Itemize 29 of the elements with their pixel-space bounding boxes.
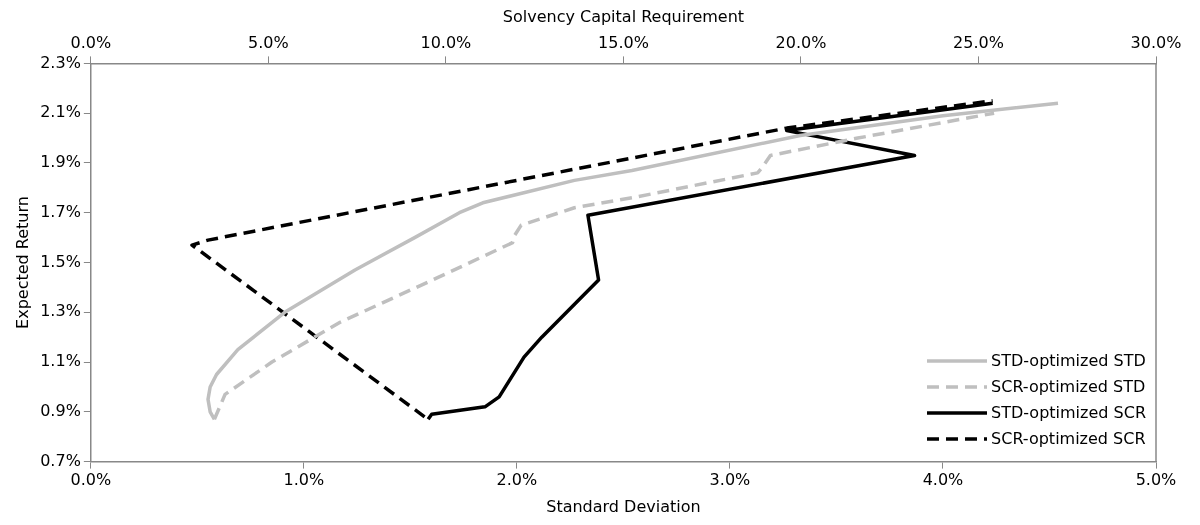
y-tick-label: 0.7%: [40, 450, 81, 470]
legend-label: SCR-optimized SCR: [991, 429, 1146, 449]
x2-tick-label: 20.0%: [775, 32, 827, 52]
x-tick-label: 5.0%: [1135, 470, 1177, 490]
x-tick-label: 4.0%: [922, 470, 964, 490]
y-tick-label: 2.1%: [40, 102, 81, 122]
y-axis-title: Expected Return: [12, 196, 32, 329]
y-tick-label: 0.9%: [40, 400, 81, 420]
legend-label: SCR-optimized STD: [991, 377, 1146, 397]
y-tick-label: 1.5%: [40, 251, 81, 271]
x2-axis-title: Solvency Capital Requirement: [502, 6, 745, 26]
x-tick-label: 0.0%: [70, 470, 112, 490]
y-tick-label: 1.3%: [40, 301, 81, 321]
legend-label: STD-optimized STD: [991, 351, 1146, 371]
x2-tick-label: 10.0%: [420, 32, 472, 52]
y-tick-label: 1.9%: [40, 152, 81, 172]
x2-tick-label: 5.0%: [248, 32, 289, 52]
x-tick-label: 3.0%: [709, 470, 751, 490]
y-tick-label: 1.1%: [40, 351, 81, 371]
x2-tick-label: 25.0%: [953, 32, 1004, 52]
legend-label: STD-optimized SCR: [991, 403, 1146, 423]
x2-tick-label: 0.0%: [70, 32, 112, 52]
y-tick-label: 2.3%: [40, 52, 81, 72]
x-tick-label: 1.0%: [283, 470, 325, 490]
y-tick-label: 1.7%: [40, 201, 81, 221]
x-axis-title: Standard Deviation: [546, 496, 701, 516]
x2-tick-label: 15.0%: [598, 32, 649, 52]
x-tick-label: 2.0%: [496, 470, 538, 490]
x2-tick-label: 30.0%: [1130, 32, 1182, 52]
